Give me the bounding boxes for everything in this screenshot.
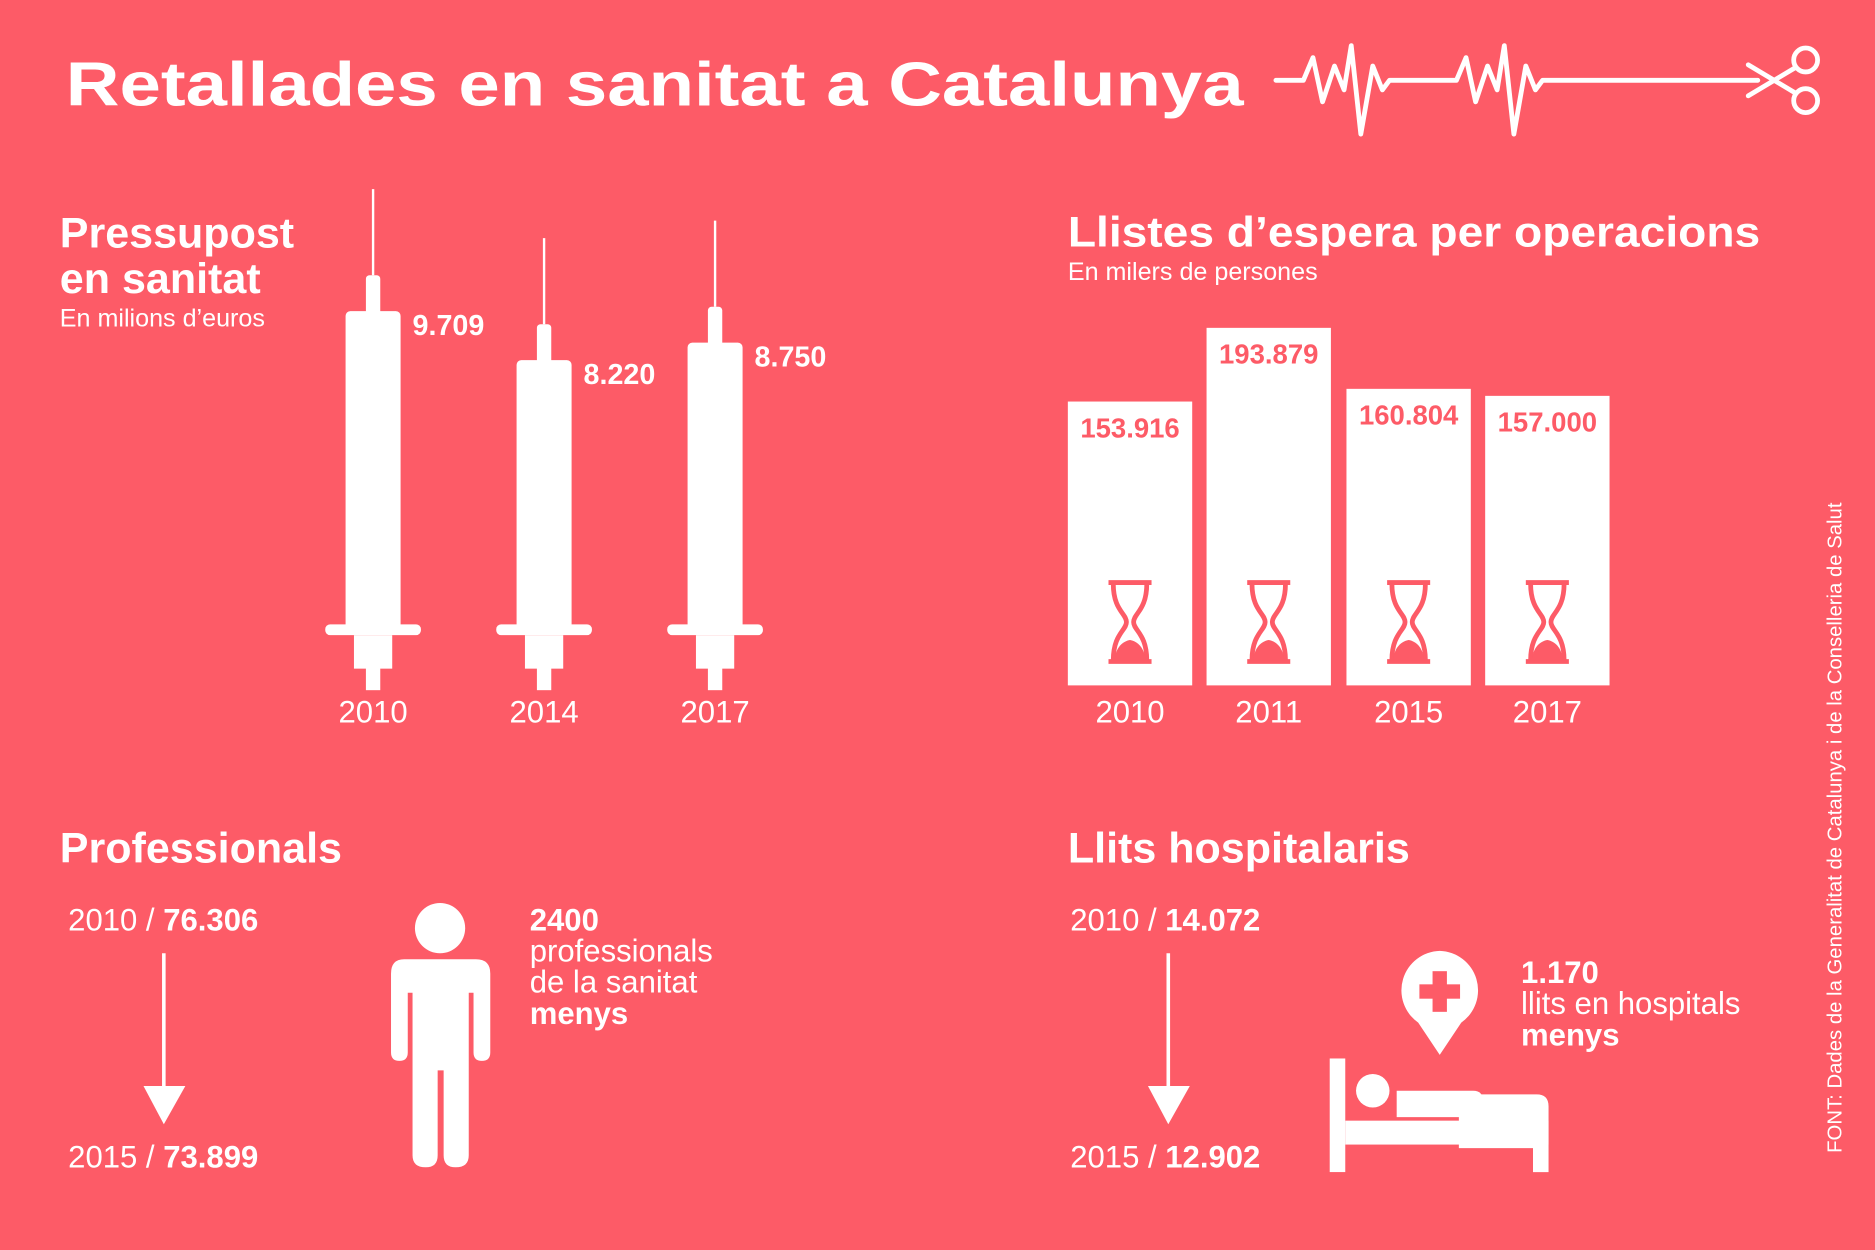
main-title: Retallades en sanitat a Catalunya [66, 50, 1244, 119]
difference: 2400 [530, 903, 599, 938]
value-label: 160.804 [1359, 400, 1459, 431]
syringe-plunger [353, 635, 393, 669]
bar [516, 360, 572, 631]
hourglass-sand [1253, 639, 1285, 661]
syringe [496, 238, 592, 691]
x-tick-label: 2017 [1513, 694, 1582, 729]
to-value: 73.899 [163, 1139, 258, 1174]
from-value: 14.072 [1165, 903, 1260, 938]
to-label: 2015 / 73.899 [68, 1139, 258, 1174]
hourglass-sand [1114, 639, 1146, 661]
hourglass-icon [1247, 580, 1291, 664]
syringe-plunger-stem [365, 666, 381, 691]
difference: 1.170 [1521, 955, 1599, 990]
value-label: 153.916 [1080, 412, 1179, 443]
bar [1067, 401, 1193, 686]
person-icon [391, 903, 491, 1168]
beds-section: Llits hospitalaris 2010 / 14.072 2015 / … [1068, 824, 1741, 1174]
chart-title: Pressupost [60, 210, 294, 258]
syringe-plunger [524, 635, 564, 669]
chart-title: en sanitat [60, 255, 261, 303]
bar [345, 311, 401, 631]
value-label: 157.000 [1498, 407, 1597, 438]
value-label: 8.220 [584, 359, 656, 391]
emphasis: menys [1521, 1017, 1619, 1052]
down-arrow [143, 953, 186, 1125]
hourglass-sand [1393, 639, 1425, 661]
description: de la sanitat [530, 965, 698, 1000]
x-tick-label: 2010 [339, 694, 408, 729]
description: llits en hospitals [1521, 986, 1740, 1021]
bar [1346, 388, 1471, 686]
syringe-plunger-stem [536, 666, 552, 691]
hourglass-glass [1110, 583, 1150, 661]
chart-title: Llistes d’espera per operacions [1068, 209, 1760, 257]
hospital-pin-icon [1401, 950, 1479, 1055]
emphasis: menys [530, 996, 628, 1031]
from-year: 2010 / [68, 903, 155, 938]
hourglass-icon [1525, 580, 1569, 664]
syringe-plunger-stem [707, 666, 723, 691]
syringe-nozzle [707, 306, 723, 348]
from-label: 2010 / 14.072 [1070, 903, 1260, 938]
hourglass-icon [1108, 580, 1152, 664]
bar [1206, 327, 1331, 686]
section-title: Professionals [60, 824, 342, 872]
value-label: 9.709 [413, 310, 485, 342]
hourglass-glass [1389, 583, 1428, 661]
syringe-nozzle [365, 275, 381, 316]
chart-subtitle: En milers de persones [1068, 258, 1318, 286]
down-arrow [1147, 953, 1190, 1125]
syringe-nozzle [536, 324, 552, 365]
syringe-flange [496, 624, 592, 636]
x-tick-label: 2011 [1235, 694, 1302, 729]
x-tick-label: 2015 [1374, 694, 1443, 729]
x-tick-label: 2014 [510, 694, 579, 729]
syringe-flange [325, 624, 421, 636]
syringe [325, 189, 421, 691]
bar [687, 342, 743, 631]
section-title: Llits hospitalaris [1068, 824, 1410, 872]
x-tick-label: 2017 [681, 694, 750, 729]
hourglass-icon [1387, 580, 1431, 664]
to-year: 2015 / [68, 1139, 155, 1174]
description: professionals [530, 934, 713, 969]
chart-subtitle: En milions d’euros [60, 305, 265, 333]
syringe-flange [667, 624, 763, 636]
hourglass-sand [1531, 639, 1563, 661]
x-tick-label: 2010 [1095, 694, 1164, 729]
value-label: 8.750 [755, 342, 827, 374]
from-value: 76.306 [163, 903, 258, 938]
professionals-section: Professionals 2010 / 76.306 2015 / 73.89… [60, 824, 713, 1174]
source-note: FONT: Dades de la Generalitat de Catalun… [1825, 502, 1847, 1153]
bar [1485, 395, 1610, 686]
bed-icon [1329, 1058, 1549, 1173]
from-label: 2010 / 76.306 [68, 903, 258, 938]
heartbeat-decoration [1273, 43, 1820, 137]
value-label: 193.879 [1219, 339, 1318, 370]
syringe [667, 220, 763, 691]
hourglass-glass [1528, 583, 1567, 661]
to-year: 2015 / [1070, 1139, 1157, 1174]
from-year: 2010 / [1070, 903, 1157, 938]
syringe-plunger [695, 635, 735, 669]
hourglass-glass [1249, 583, 1288, 661]
to-value: 12.902 [1165, 1139, 1260, 1174]
to-label: 2015 / 12.902 [1070, 1139, 1260, 1174]
